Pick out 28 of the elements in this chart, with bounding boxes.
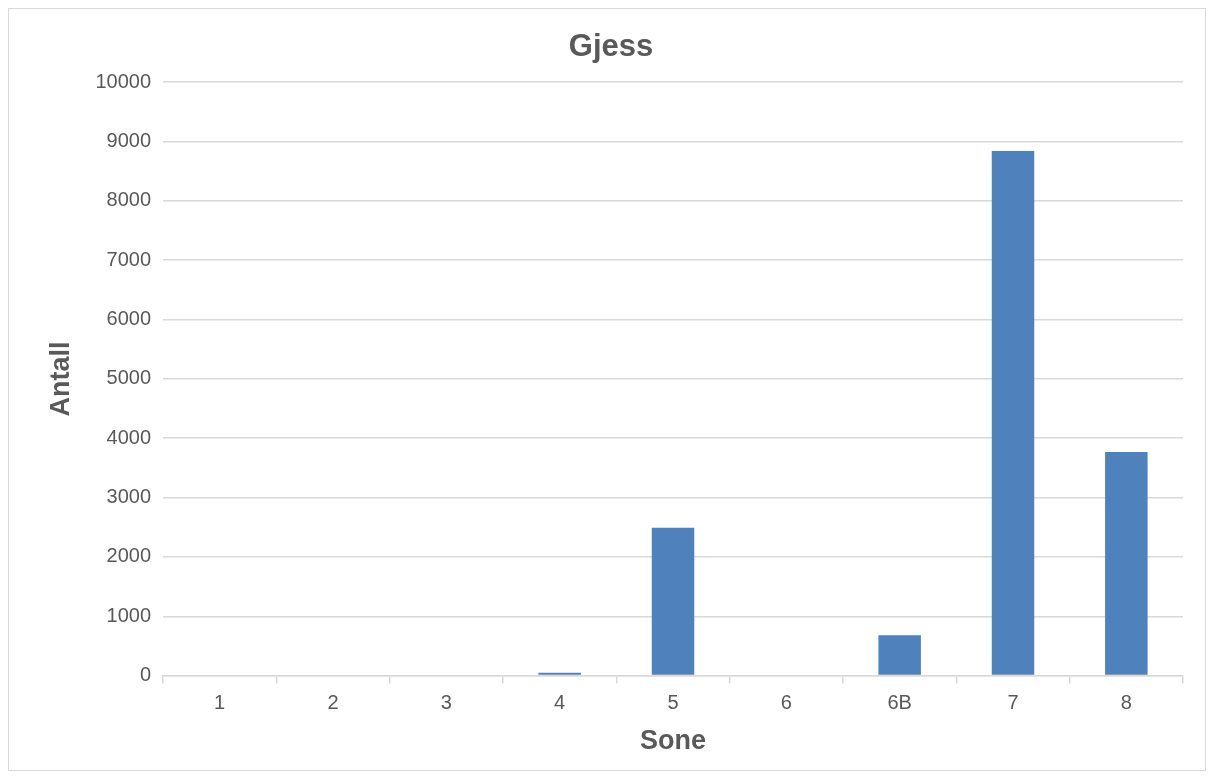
- x-tick-label: 2: [327, 691, 339, 714]
- bar: [878, 635, 921, 675]
- y-tick-label: 1000: [106, 603, 152, 626]
- y-tick-label: 8000: [106, 188, 152, 211]
- y-tick-label: 9000: [106, 129, 152, 152]
- x-tick-label: 3: [440, 691, 452, 714]
- bar: [1105, 451, 1148, 675]
- x-tick-label: 5: [667, 691, 679, 714]
- chart-title: Gjess: [568, 28, 654, 64]
- x-tick-label: 6: [780, 691, 792, 714]
- x-tick-label: 8: [1120, 691, 1132, 714]
- y-tick-label: 5000: [106, 366, 152, 389]
- bar: [651, 527, 695, 675]
- x-tick-label: 1: [214, 691, 226, 714]
- x-axis-title: Sone: [640, 725, 707, 756]
- x-tick-label: 6B: [887, 691, 912, 714]
- bar: [991, 151, 1035, 675]
- y-tick-label: 3000: [106, 485, 152, 508]
- y-tick-label: 2000: [106, 544, 152, 567]
- y-tick-label: 6000: [106, 307, 152, 330]
- y-tick-label: 7000: [106, 247, 152, 270]
- x-tick-label: 7: [1007, 691, 1019, 714]
- y-tick-label: 10000: [95, 69, 152, 92]
- y-axis-title: Antall: [44, 341, 75, 417]
- x-tick-label: 4: [554, 691, 566, 714]
- y-tick-label: 4000: [106, 425, 152, 448]
- y-tick-label: 0: [139, 663, 152, 686]
- bar: [538, 672, 581, 675]
